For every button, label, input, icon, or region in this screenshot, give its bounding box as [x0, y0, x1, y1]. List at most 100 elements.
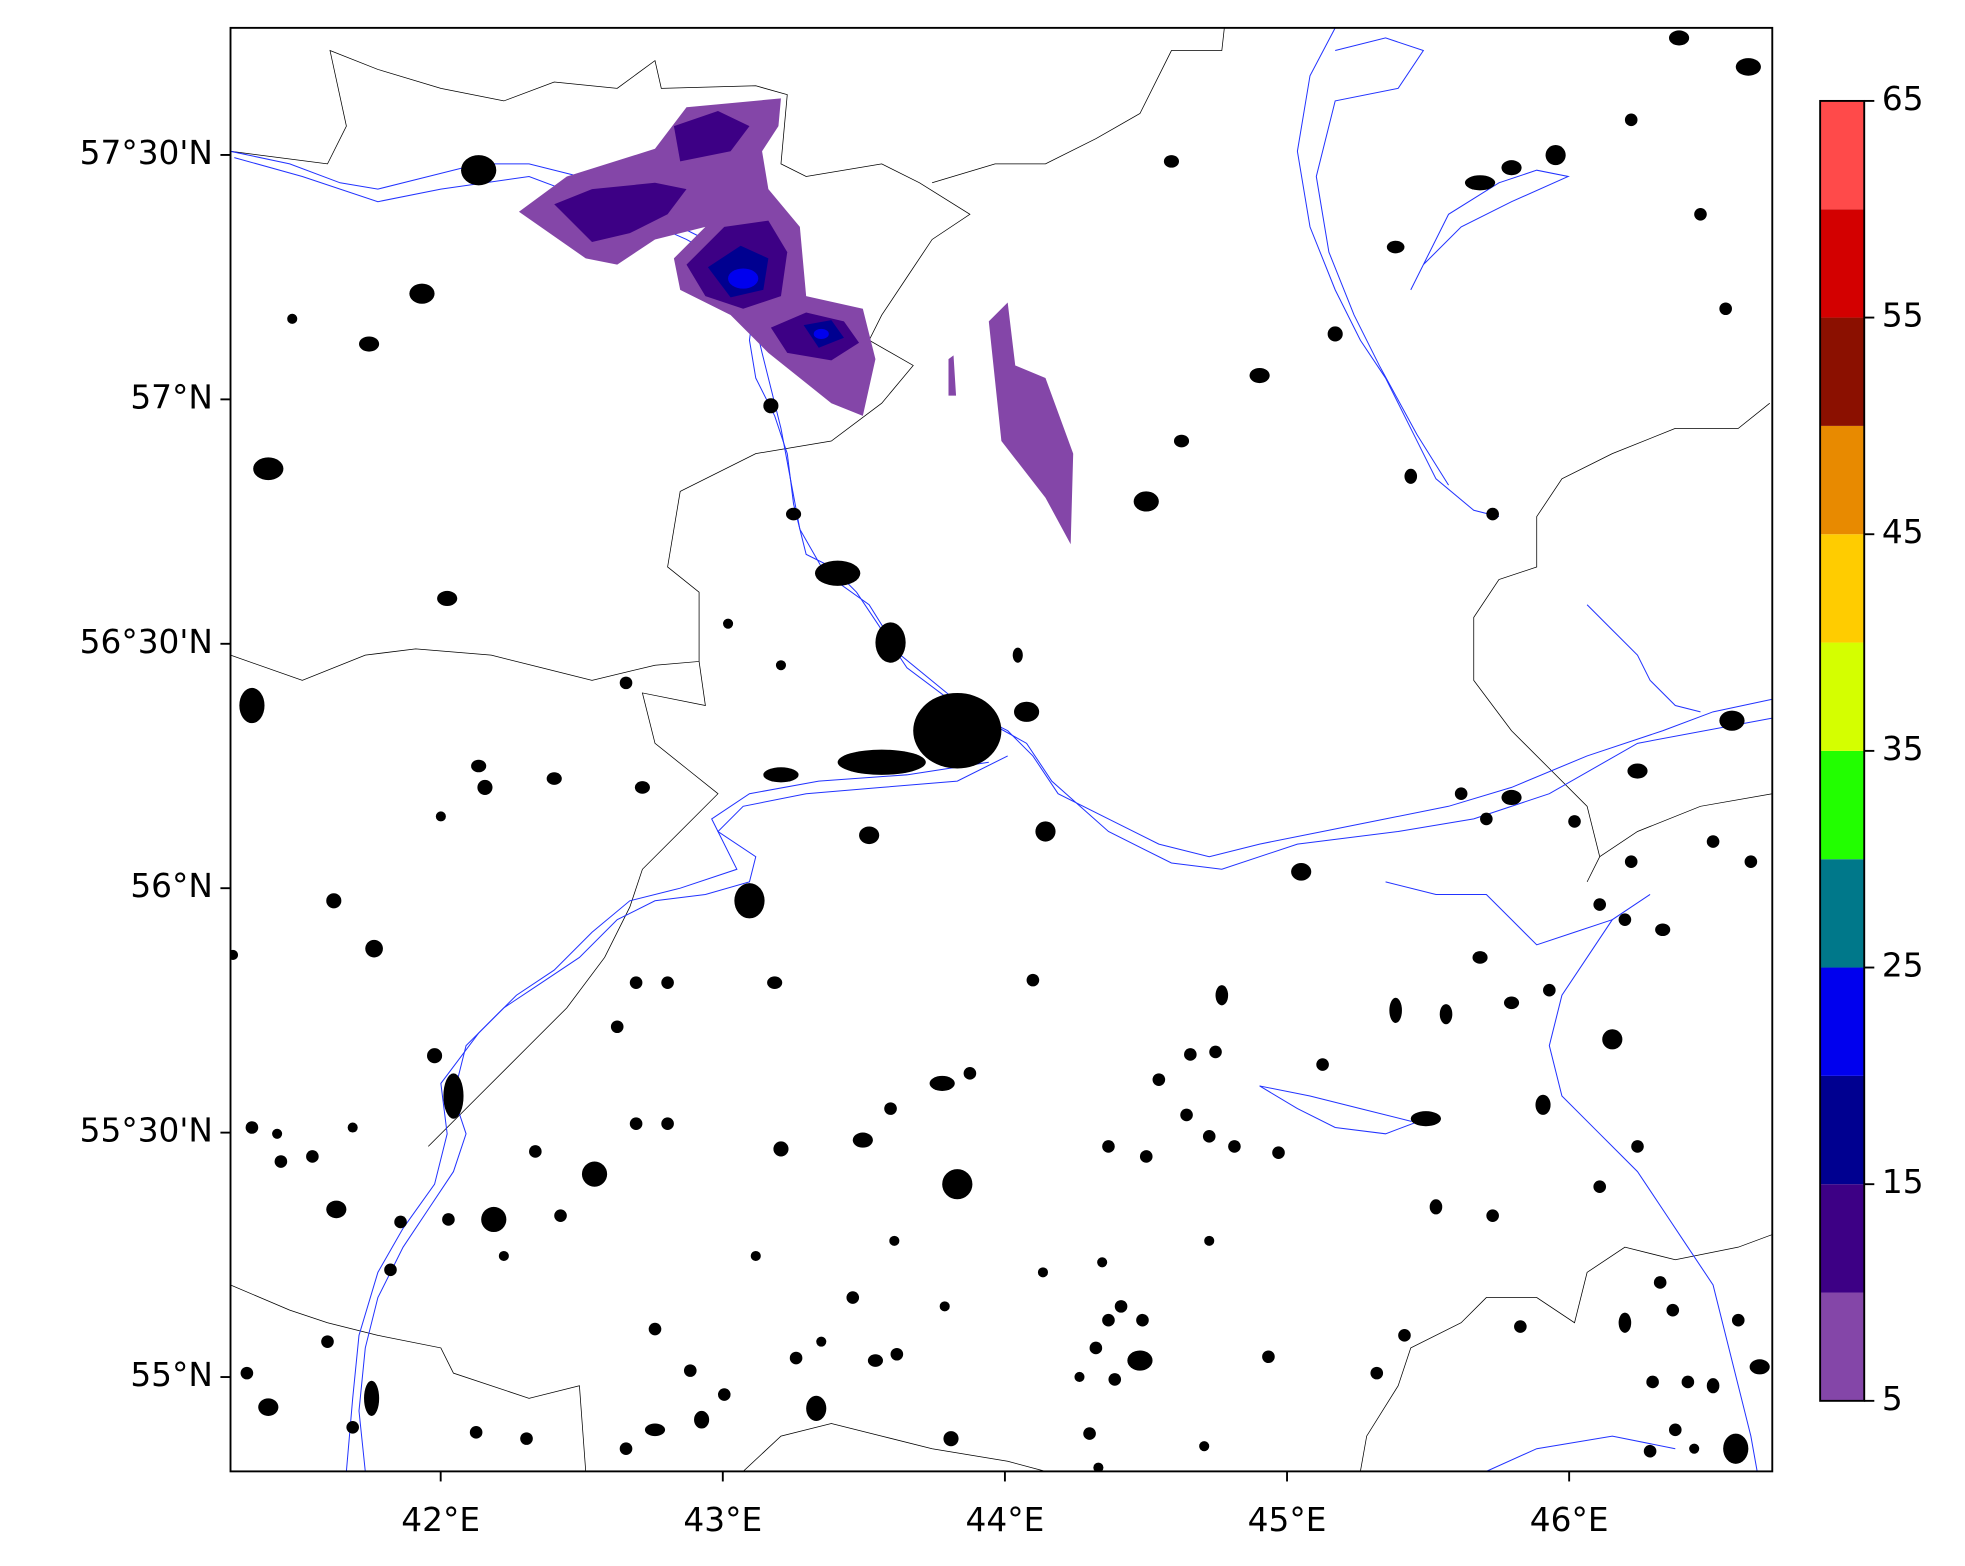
city — [1163, 155, 1179, 168]
city — [1429, 1199, 1443, 1215]
city — [477, 779, 493, 795]
city — [939, 1301, 950, 1312]
river — [1259, 1085, 1437, 1135]
city — [814, 560, 861, 586]
city — [471, 759, 487, 773]
city — [1102, 1313, 1115, 1327]
city — [1631, 1140, 1644, 1153]
river — [345, 761, 989, 1472]
city — [1173, 434, 1190, 448]
city — [1618, 1312, 1632, 1333]
border — [428, 661, 719, 1147]
city — [1013, 701, 1040, 722]
city — [1026, 973, 1040, 987]
city — [1074, 1371, 1085, 1382]
city — [750, 1250, 761, 1262]
city — [481, 1206, 507, 1233]
colorbar-band — [1820, 100, 1865, 210]
x-tick-label: 46°E — [1530, 1501, 1609, 1539]
city — [634, 781, 650, 794]
y-tick-label: 57°N — [130, 378, 213, 416]
city — [1291, 862, 1312, 881]
border — [1360, 1234, 1773, 1472]
city — [1646, 1375, 1659, 1389]
city — [763, 398, 779, 414]
city — [258, 1398, 279, 1416]
contour-fill — [988, 302, 1074, 545]
city — [1666, 1303, 1680, 1317]
x-tick-label: 43°E — [683, 1501, 762, 1539]
city — [1668, 1423, 1682, 1437]
colorbar-band — [1820, 1292, 1865, 1401]
colorbar-band — [1820, 1075, 1865, 1185]
river — [1296, 27, 1500, 518]
x-tick-label: 42°E — [401, 1501, 480, 1539]
city — [253, 457, 284, 481]
city — [1215, 985, 1229, 1006]
map-layers — [230, 27, 1773, 1472]
city — [1389, 997, 1402, 1023]
city — [837, 749, 926, 775]
x-tick-label: 44°E — [966, 1501, 1045, 1539]
city — [1180, 1108, 1193, 1122]
city — [306, 1150, 319, 1163]
city — [1316, 1058, 1329, 1071]
city — [1228, 1140, 1241, 1153]
city — [364, 1380, 380, 1416]
city — [1398, 1329, 1411, 1342]
city — [644, 1423, 666, 1437]
city — [554, 1209, 567, 1222]
y-tick-label: 56°30'N — [80, 623, 213, 661]
city — [1108, 1373, 1122, 1386]
river — [234, 157, 1773, 870]
city — [1097, 1257, 1108, 1268]
city — [1410, 1111, 1441, 1127]
city — [1083, 1427, 1096, 1440]
city — [287, 313, 298, 324]
colorbar-tick-label: 55 — [1882, 297, 1924, 335]
colorbar-band — [1820, 750, 1865, 860]
y-tick-label: 55°N — [130, 1356, 213, 1394]
city — [661, 976, 674, 989]
city — [274, 1155, 288, 1168]
city — [683, 1364, 697, 1377]
colorbar-tick-label: 45 — [1882, 513, 1924, 551]
city — [929, 1075, 955, 1091]
city — [498, 1250, 509, 1262]
city — [230, 949, 239, 960]
city — [648, 1322, 662, 1336]
city — [1706, 1378, 1720, 1394]
city — [581, 1161, 608, 1187]
colorbar-band — [1820, 425, 1865, 535]
city — [619, 676, 633, 690]
river — [1385, 881, 1613, 946]
city — [358, 336, 380, 352]
city — [1719, 302, 1732, 316]
city — [1464, 175, 1496, 191]
city — [1503, 996, 1520, 1010]
city — [1486, 1209, 1499, 1222]
contours — [518, 98, 1074, 545]
city — [1136, 1313, 1149, 1327]
river — [1586, 604, 1701, 713]
city — [963, 1067, 977, 1080]
city — [1127, 1350, 1153, 1371]
city — [1114, 1300, 1128, 1313]
city — [1719, 710, 1745, 731]
city — [852, 1132, 873, 1148]
city — [1653, 1276, 1667, 1289]
colorbar-band — [1820, 534, 1865, 643]
city — [326, 893, 342, 909]
border — [932, 27, 1225, 184]
city — [723, 618, 734, 629]
city — [1735, 58, 1761, 76]
city — [1486, 507, 1499, 521]
city — [1370, 1366, 1384, 1380]
city — [1472, 951, 1488, 964]
colorbar: 5 15 25 35 45 55 65 — [1819, 80, 1924, 1418]
city — [859, 826, 880, 845]
city — [1404, 468, 1418, 484]
city — [520, 1432, 533, 1445]
city — [786, 507, 802, 521]
city — [806, 1395, 827, 1421]
